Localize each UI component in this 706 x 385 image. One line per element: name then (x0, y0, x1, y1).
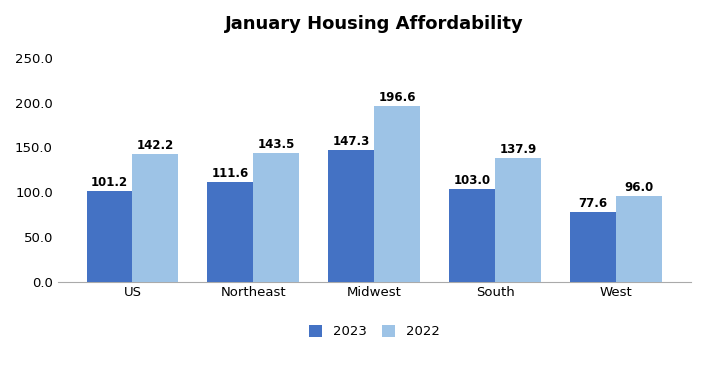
Bar (133, 154, 179, 282)
Bar (208, 182, 253, 282)
Text: 103.0: 103.0 (454, 174, 491, 187)
Text: 147.3: 147.3 (333, 135, 370, 147)
Text: 77.6: 77.6 (579, 197, 608, 210)
Bar (87, 191, 133, 282)
Text: 143.5: 143.5 (258, 138, 295, 151)
Text: 142.2: 142.2 (137, 139, 174, 152)
Bar (253, 153, 299, 282)
Text: 137.9: 137.9 (500, 143, 537, 156)
Bar (449, 189, 496, 282)
Bar (570, 212, 616, 282)
Legend: 2023, 2022: 2023, 2022 (304, 320, 445, 343)
Bar (374, 106, 420, 282)
Bar (616, 196, 662, 282)
Bar (496, 158, 542, 282)
Title: January Housing Affordability: January Housing Affordability (225, 15, 524, 33)
Text: 196.6: 196.6 (378, 90, 416, 104)
Text: 96.0: 96.0 (625, 181, 654, 194)
Text: 101.2: 101.2 (91, 176, 128, 189)
Text: 111.6: 111.6 (212, 167, 249, 179)
Bar (328, 150, 374, 282)
